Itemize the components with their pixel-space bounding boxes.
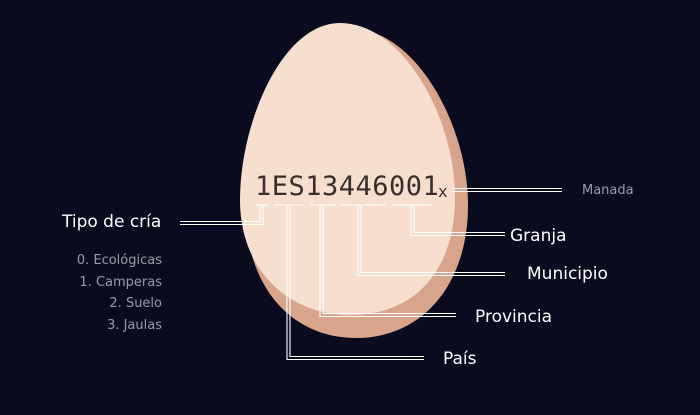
tipo-de-cria-list: 0. Ecológicas 1. Camperas 2. Suelo 3. Ja… [77,250,162,337]
tipo-de-cria-item: 0. Ecológicas [76,253,162,268]
tipo-de-cria-item: 1. Camperas [79,274,162,290]
leader-line-provincia [319,205,456,318]
leader-lines [180,187,562,361]
leader-line-municipio [357,205,505,277]
egg-code-suffix: x [438,182,448,201]
leader-line-manada [452,187,562,193]
tipo-de-cria-item: 2. Suelo [109,296,162,312]
label-manada: Manada [582,183,634,198]
tipo-de-cria-item: 3. Jaulas [107,318,162,334]
egg-body [240,23,455,315]
egg-code: 1ES13446001 [255,171,440,202]
label-pais: País [443,349,477,369]
label-granja: Granja [510,226,567,246]
label-municipio: Municipio [527,264,608,284]
leader-line-granja [410,205,505,237]
label-tipo-de-cria: Tipo de cría [62,212,162,232]
label-provincia: Provincia [475,307,553,327]
leader-line-pais [286,205,424,361]
leader-line-tipo-de-cria [180,205,264,226]
